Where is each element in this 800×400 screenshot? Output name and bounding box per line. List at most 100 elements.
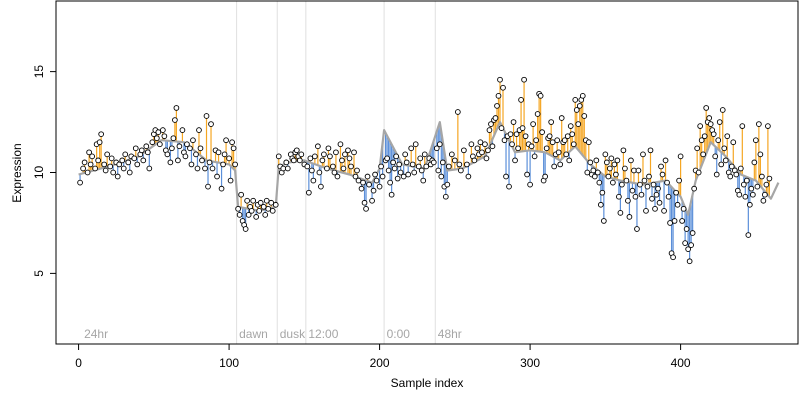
data-point (229, 139, 235, 146)
data-point (116, 161, 123, 168)
data-point (120, 165, 127, 172)
data-point (464, 161, 470, 168)
data-point (596, 179, 603, 186)
data-point (444, 181, 451, 188)
plot-frame (55, 0, 799, 345)
data-point (572, 97, 579, 103)
data-point (602, 151, 609, 158)
data-point (126, 169, 133, 176)
data-point (748, 185, 755, 192)
data-point (676, 177, 682, 184)
data-point (334, 173, 341, 180)
data-point (190, 137, 196, 144)
data-point (691, 185, 698, 192)
data-point (403, 159, 410, 166)
data-point (327, 153, 333, 160)
data-point (372, 171, 378, 178)
data-point (539, 129, 545, 135)
data-point (293, 147, 300, 154)
x-tick-label: 200 (370, 356, 390, 370)
data-point (144, 149, 151, 156)
data-point (700, 151, 707, 158)
data-point (594, 169, 601, 176)
data-point (188, 161, 195, 168)
data-point (409, 161, 416, 168)
data-point (634, 226, 640, 232)
data-point (290, 157, 297, 164)
x-tick-label: 100 (219, 356, 239, 370)
data-point (673, 189, 679, 196)
data-point (625, 197, 631, 204)
data-point (512, 157, 518, 164)
data-point (759, 173, 765, 180)
data-point (355, 177, 362, 184)
data-point (92, 165, 98, 172)
data-point (727, 173, 734, 180)
data-point (546, 133, 553, 140)
data-point (604, 159, 610, 166)
data-point (629, 187, 636, 194)
data-point (272, 201, 279, 208)
data-point (576, 103, 583, 109)
data-points (77, 76, 773, 265)
data-point (742, 193, 749, 200)
data-point (694, 145, 701, 152)
data-point (653, 191, 660, 198)
data-point (194, 165, 201, 172)
data-point (101, 161, 108, 168)
data-point (262, 212, 269, 218)
data-point (411, 169, 418, 176)
data-point (507, 131, 514, 138)
data-point (483, 155, 490, 162)
data-point (209, 165, 216, 172)
data-point (268, 199, 275, 206)
data-point (573, 107, 580, 113)
data-point (736, 191, 743, 198)
data-point (635, 167, 642, 174)
data-point (351, 149, 357, 156)
data-point (513, 131, 520, 138)
data-point (665, 193, 672, 200)
data-point (698, 137, 705, 144)
data-point (543, 145, 550, 152)
data-point (719, 107, 726, 113)
residual-segments (79, 79, 771, 262)
data-point (153, 135, 160, 142)
data-point (482, 141, 488, 148)
data-point (98, 131, 105, 138)
data-point (569, 131, 576, 138)
data-point (396, 161, 403, 168)
data-point (575, 121, 582, 127)
data-point (587, 159, 594, 166)
data-point (321, 151, 327, 158)
data-point (537, 92, 544, 99)
data-point (619, 181, 625, 188)
data-point (104, 151, 111, 158)
data-point (743, 177, 750, 184)
data-point (674, 201, 681, 208)
x-tick-label: 0 (75, 356, 82, 370)
region-label: 48hr (438, 327, 462, 341)
data-point (683, 226, 690, 232)
data-point (238, 191, 244, 198)
data-point (685, 246, 691, 253)
data-point (203, 113, 210, 119)
data-point (143, 143, 150, 150)
data-point (730, 139, 737, 146)
data-point (515, 145, 521, 152)
data-point (451, 157, 458, 164)
data-point (667, 220, 673, 226)
data-point (146, 165, 153, 172)
data-point (394, 175, 401, 182)
data-point (697, 123, 704, 129)
data-point (557, 161, 564, 168)
data-point (703, 105, 710, 111)
data-point (306, 189, 312, 196)
data-point (110, 169, 117, 176)
data-point (622, 165, 628, 172)
data-point (455, 109, 461, 115)
data-point (309, 167, 315, 174)
data-point (304, 163, 311, 170)
data-point (679, 218, 685, 224)
data-point (131, 155, 138, 162)
